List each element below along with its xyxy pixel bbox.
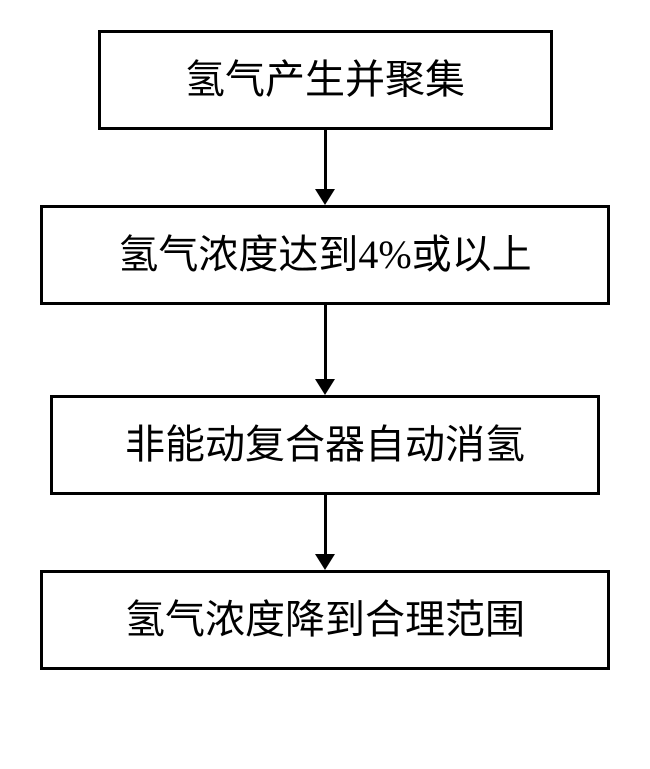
arrow-line — [324, 130, 327, 189]
arrow-line — [324, 495, 327, 554]
flowchart-node-4: 氢气浓度降到合理范围 — [40, 570, 610, 670]
node-label: 氢气浓度达到4%或以上 — [118, 231, 531, 279]
flowchart-node-1: 氢气产生并聚集 — [98, 30, 553, 130]
node-label: 氢气浓度降到合理范围 — [125, 596, 525, 644]
arrow-line — [324, 305, 327, 379]
flowchart-node-3: 非能动复合器自动消氢 — [50, 395, 600, 495]
node-label: 氢气产生并聚集 — [185, 56, 465, 104]
flowchart-node-2: 氢气浓度达到4%或以上 — [40, 205, 610, 305]
flowchart-arrow-1 — [315, 130, 335, 205]
flowchart-arrow-3 — [315, 495, 335, 570]
flowchart-container: 氢气产生并聚集 氢气浓度达到4%或以上 非能动复合器自动消氢 氢气浓度降到合理范… — [0, 30, 650, 670]
arrow-head-icon — [315, 554, 335, 570]
arrow-head-icon — [315, 379, 335, 395]
arrow-head-icon — [315, 189, 335, 205]
node-label: 非能动复合器自动消氢 — [125, 421, 525, 469]
flowchart-arrow-2 — [315, 305, 335, 395]
